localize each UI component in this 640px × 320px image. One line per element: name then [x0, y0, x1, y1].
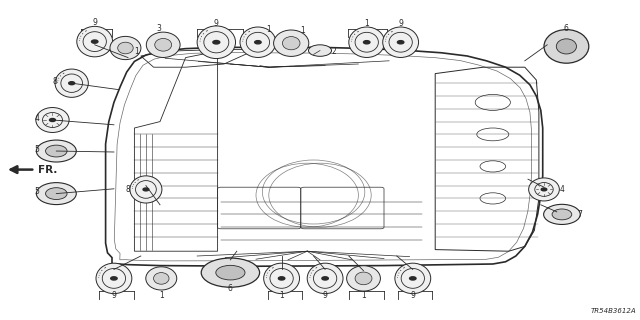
Ellipse shape [552, 209, 572, 220]
Text: 7: 7 [577, 210, 582, 219]
Circle shape [308, 45, 332, 56]
Text: 5: 5 [35, 145, 40, 154]
Ellipse shape [274, 30, 309, 56]
Text: 9: 9 [323, 292, 328, 300]
Ellipse shape [77, 26, 113, 57]
Text: 9: 9 [111, 292, 116, 300]
Ellipse shape [349, 27, 385, 58]
Text: 1: 1 [134, 47, 139, 56]
Ellipse shape [383, 27, 419, 58]
Ellipse shape [347, 266, 380, 291]
Circle shape [278, 277, 285, 280]
Ellipse shape [197, 26, 236, 59]
Circle shape [410, 277, 416, 280]
Text: 9: 9 [410, 292, 415, 300]
Text: 9: 9 [398, 19, 403, 28]
Ellipse shape [240, 27, 276, 58]
Circle shape [364, 41, 370, 44]
Text: 6: 6 [228, 284, 233, 293]
Text: 1: 1 [266, 25, 271, 34]
Text: 1: 1 [300, 26, 305, 35]
Ellipse shape [130, 176, 162, 203]
Circle shape [541, 188, 547, 191]
Circle shape [49, 118, 56, 122]
Ellipse shape [307, 263, 343, 294]
Ellipse shape [118, 42, 133, 54]
Text: 1: 1 [159, 292, 164, 300]
Ellipse shape [395, 263, 431, 294]
Ellipse shape [154, 273, 169, 284]
Text: 8: 8 [125, 185, 131, 194]
Ellipse shape [529, 178, 559, 201]
Text: 1: 1 [361, 292, 366, 300]
Text: 1: 1 [364, 19, 369, 28]
Text: 2: 2 [332, 47, 337, 56]
Text: 9: 9 [214, 19, 219, 28]
Text: 8: 8 [52, 77, 57, 86]
Circle shape [322, 277, 328, 280]
Circle shape [213, 41, 220, 44]
Ellipse shape [355, 272, 372, 285]
Ellipse shape [110, 36, 141, 60]
Ellipse shape [96, 263, 132, 294]
Ellipse shape [36, 183, 76, 204]
Ellipse shape [201, 258, 260, 287]
Ellipse shape [216, 265, 245, 280]
Ellipse shape [36, 108, 69, 132]
Ellipse shape [264, 263, 300, 294]
Circle shape [111, 277, 117, 280]
Text: 9: 9 [92, 18, 97, 27]
Ellipse shape [544, 29, 589, 63]
Ellipse shape [45, 145, 67, 157]
Circle shape [397, 41, 404, 44]
Circle shape [143, 188, 149, 191]
Text: TR54B3612A: TR54B3612A [591, 308, 637, 314]
Ellipse shape [147, 32, 180, 58]
Text: 4: 4 [35, 114, 40, 123]
Circle shape [255, 41, 261, 44]
Text: 4: 4 [559, 185, 564, 194]
Ellipse shape [556, 39, 577, 54]
Text: 1: 1 [279, 292, 284, 300]
Circle shape [68, 82, 75, 85]
Ellipse shape [55, 69, 88, 97]
Text: FR.: FR. [38, 164, 58, 175]
Text: 5: 5 [35, 188, 40, 196]
Circle shape [92, 40, 98, 43]
Ellipse shape [146, 267, 177, 290]
Text: 6: 6 [564, 24, 569, 33]
Ellipse shape [543, 204, 580, 224]
Ellipse shape [155, 38, 172, 51]
Ellipse shape [45, 188, 67, 199]
Text: 3: 3 [156, 24, 161, 33]
Ellipse shape [36, 140, 76, 162]
Ellipse shape [282, 36, 300, 50]
